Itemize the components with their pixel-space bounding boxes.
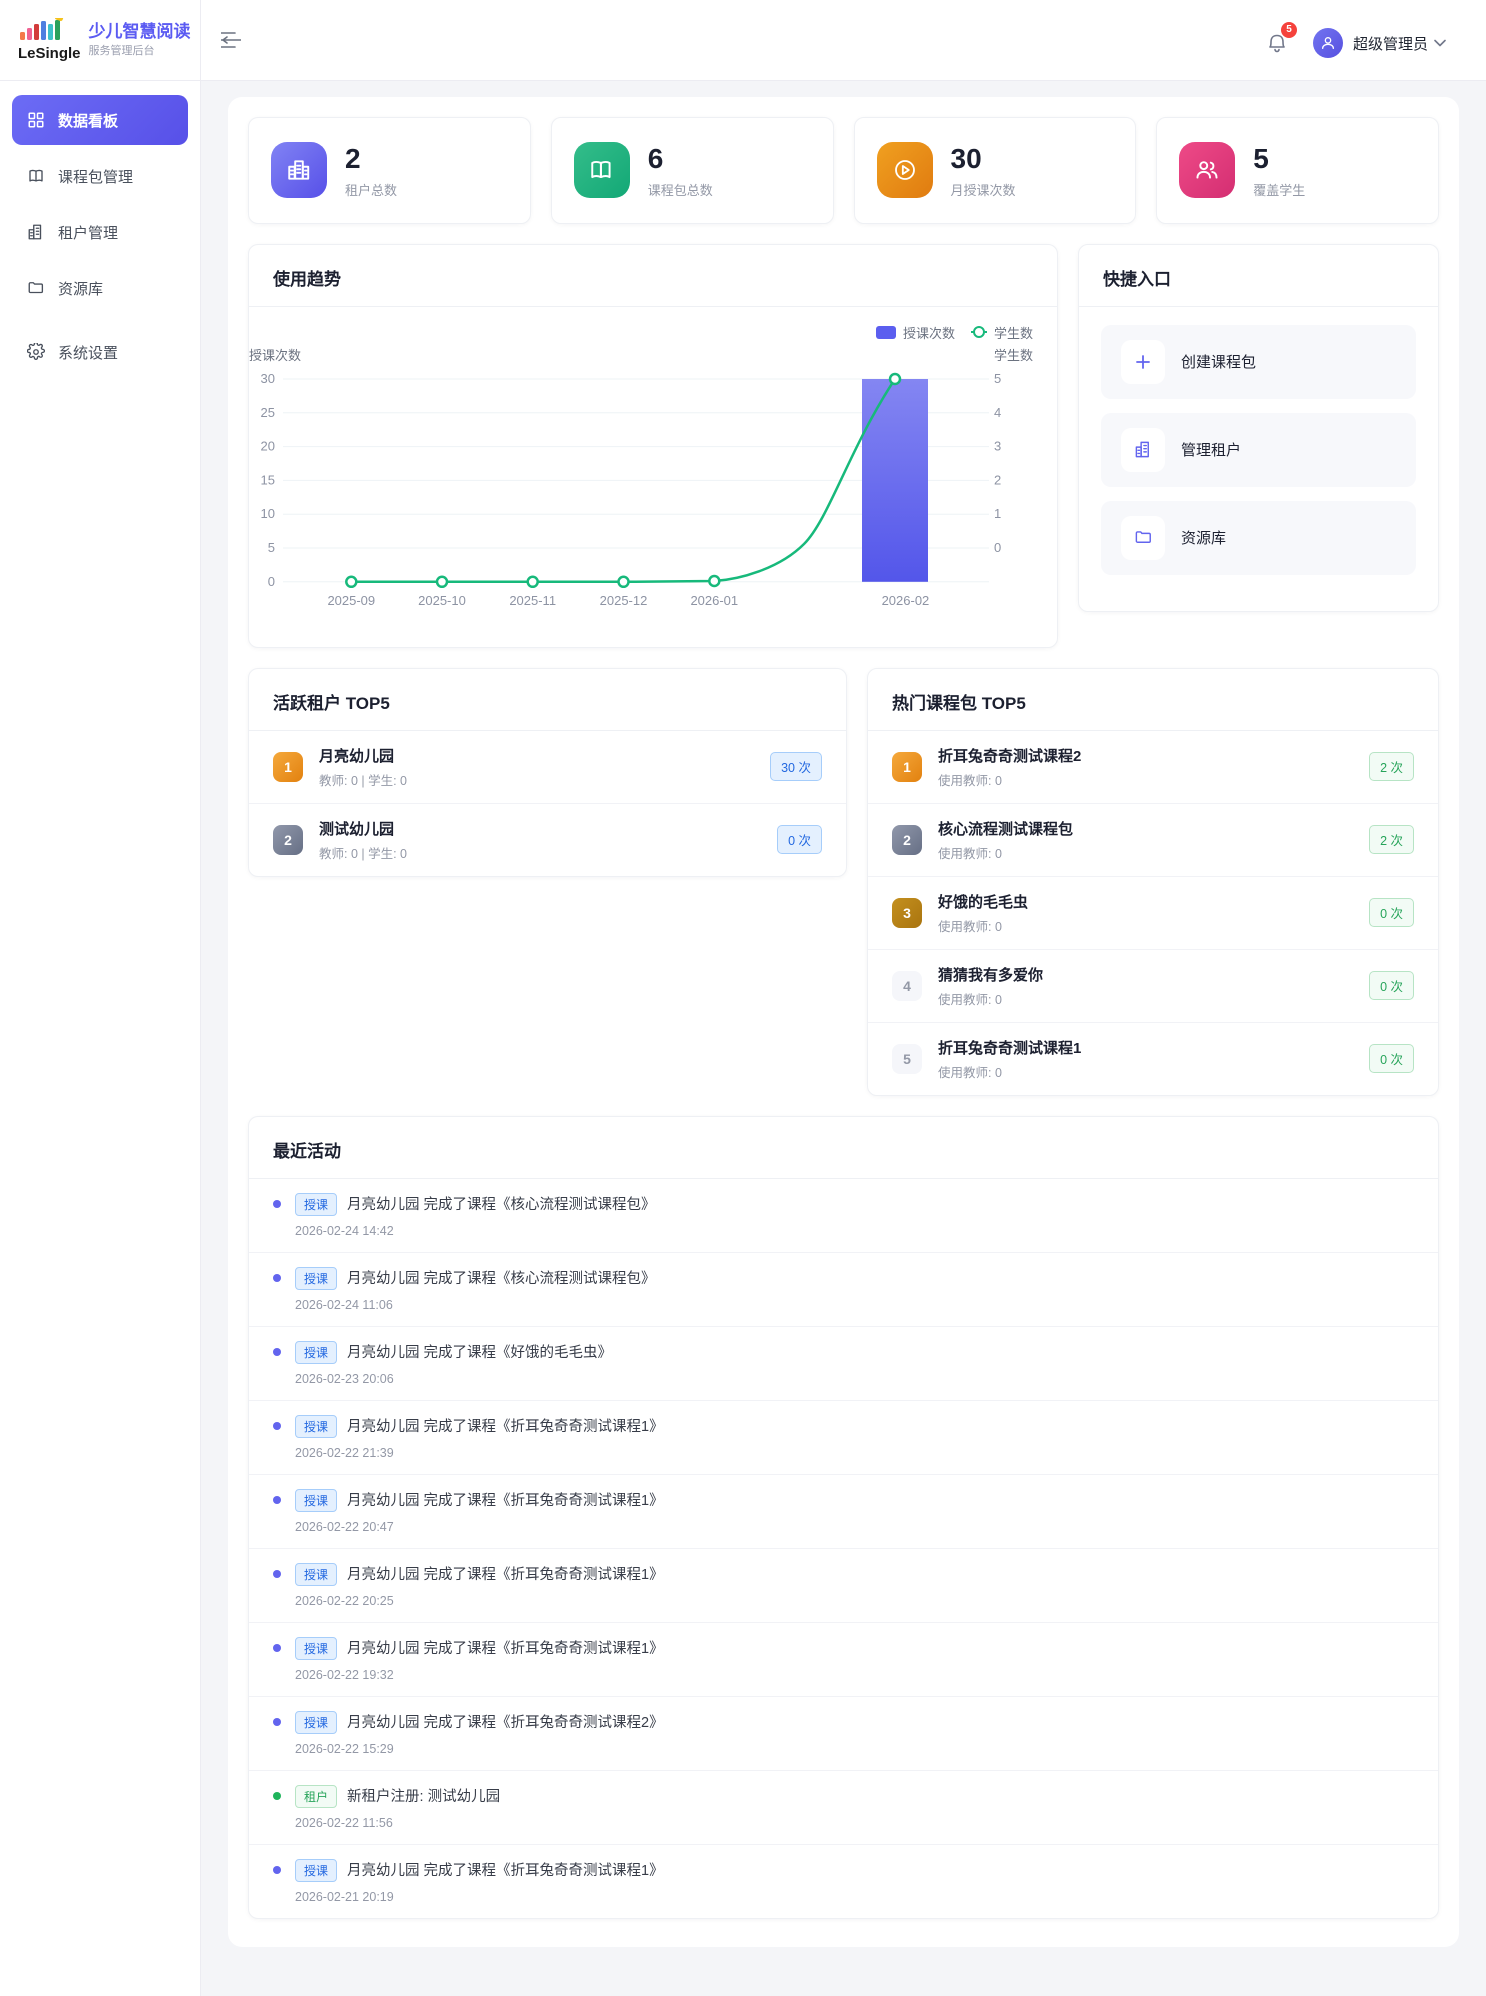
svg-text:25: 25 [261,404,275,419]
svg-text:10: 10 [261,506,275,521]
svg-text:2025-10: 2025-10 [418,593,466,608]
svg-text:0: 0 [994,540,1001,555]
svg-text:1: 1 [994,506,1001,521]
svg-text:30: 30 [261,371,275,386]
svg-text:4: 4 [994,404,1001,419]
svg-text:5: 5 [268,540,275,555]
svg-text:5: 5 [994,371,1001,386]
svg-text:2025-11: 2025-11 [509,593,556,608]
svg-text:2: 2 [994,472,1001,487]
svg-text:2025-09: 2025-09 [327,593,375,608]
svg-text:20: 20 [261,438,275,453]
svg-text:15: 15 [261,472,275,487]
svg-text:2025-12: 2025-12 [600,593,648,608]
svg-text:2026-01: 2026-01 [690,593,738,608]
svg-text:3: 3 [994,438,1001,453]
svg-text:2026-02: 2026-02 [882,593,930,608]
svg-text:0: 0 [268,573,275,588]
